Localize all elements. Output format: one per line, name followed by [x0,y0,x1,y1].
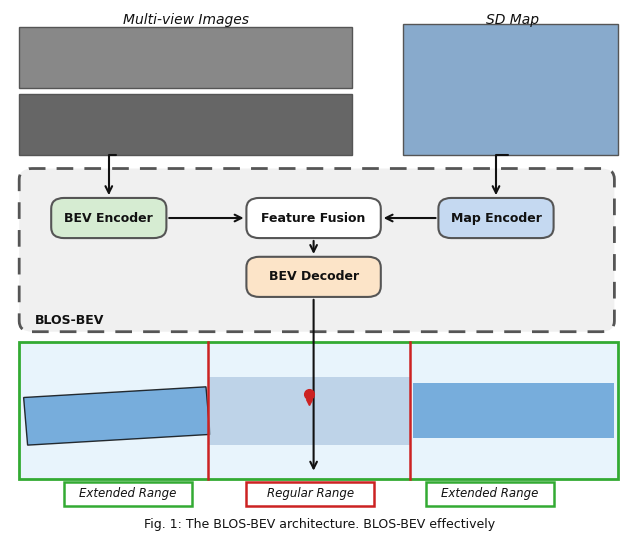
Text: BEV Encoder: BEV Encoder [65,211,153,225]
Bar [19,94,352,155]
Bar [246,482,374,506]
Text: SD Map: SD Map [486,13,538,27]
FancyBboxPatch shape [246,198,381,238]
Bar [19,27,352,88]
Text: Fig. 1: The BLOS-BEV architecture. BLOS-BEV effectively: Fig. 1: The BLOS-BEV architecture. BLOS-… [145,518,495,531]
Bar [403,24,618,155]
FancyBboxPatch shape [19,169,614,332]
FancyBboxPatch shape [51,198,166,238]
FancyArrow shape [24,387,210,445]
Text: Regular Range: Regular Range [267,487,354,500]
Text: Map Encoder: Map Encoder [451,211,541,225]
Bar [64,482,192,506]
FancyBboxPatch shape [246,257,381,297]
Text: Multi-view Images: Multi-view Images [123,13,248,27]
Bar [208,377,410,445]
Bar [19,342,618,479]
Text: BEV Decoder: BEV Decoder [269,270,358,284]
Text: Extended Range: Extended Range [79,487,177,500]
Bar [426,482,554,506]
FancyBboxPatch shape [438,198,554,238]
Text: BLOS-BEV: BLOS-BEV [35,314,104,327]
Bar [413,384,614,438]
Text: Feature Fusion: Feature Fusion [261,211,366,225]
Text: Extended Range: Extended Range [441,487,538,500]
